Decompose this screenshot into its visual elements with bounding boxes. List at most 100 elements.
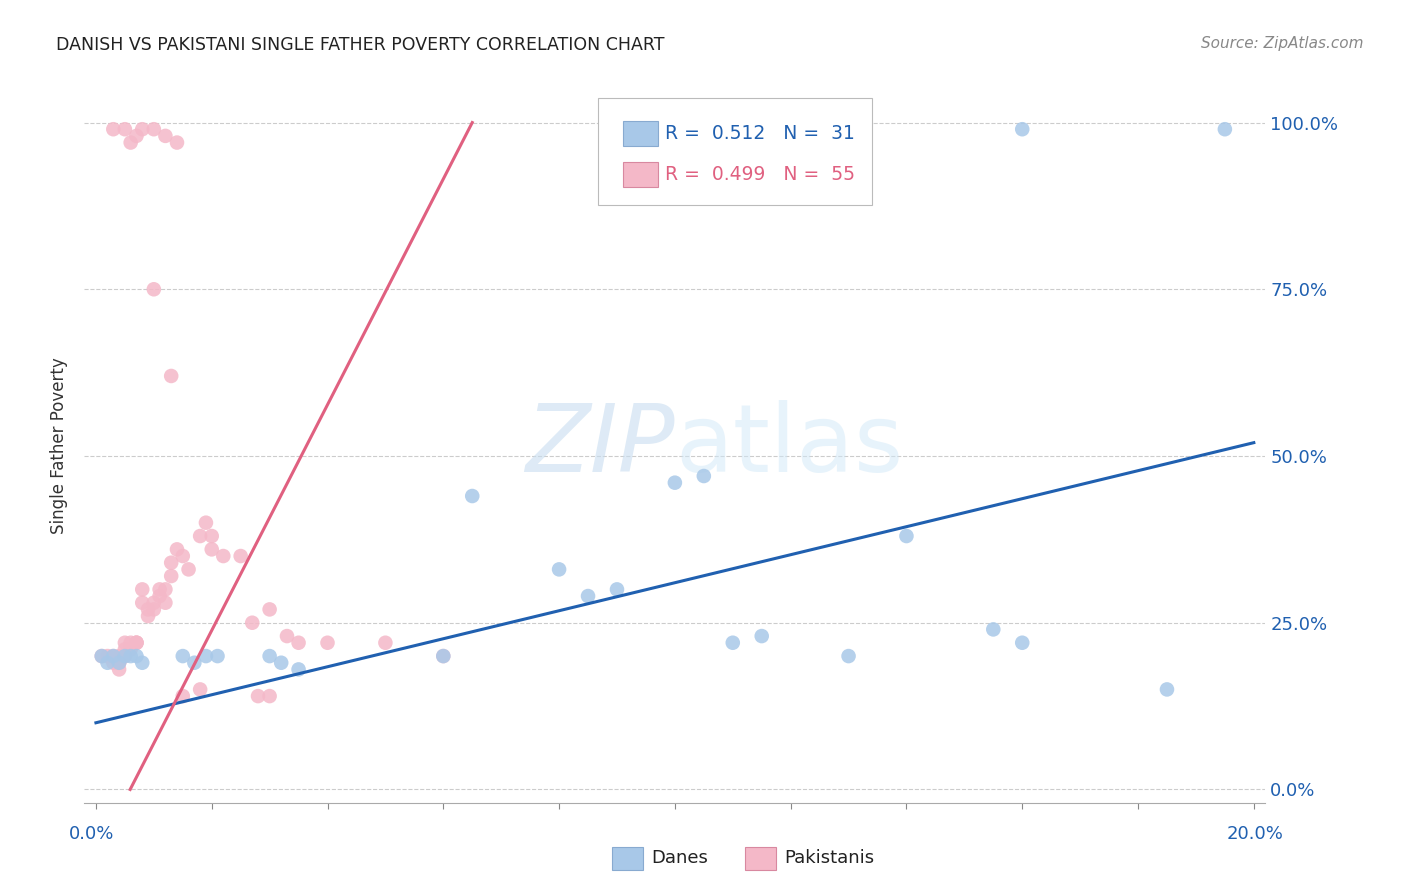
Point — [374, 636, 396, 650]
Point — [125, 636, 148, 650]
Point — [90, 649, 112, 664]
Point — [108, 656, 131, 670]
Point — [155, 128, 177, 143]
Point — [1213, 122, 1236, 136]
Text: Pakistanis: Pakistanis — [785, 849, 875, 867]
Point — [120, 642, 142, 657]
Point — [114, 636, 136, 650]
Point — [142, 596, 165, 610]
Point — [172, 649, 194, 664]
Point — [207, 649, 229, 664]
Point — [751, 629, 773, 643]
Point — [142, 282, 165, 296]
Point — [108, 662, 131, 676]
Text: Danes: Danes — [651, 849, 707, 867]
Point — [247, 689, 270, 703]
Point — [664, 475, 686, 490]
Point — [114, 122, 136, 136]
Point — [136, 602, 159, 616]
Point — [142, 602, 165, 616]
Point — [259, 602, 281, 616]
Point — [90, 649, 112, 664]
Point — [172, 689, 194, 703]
Point — [125, 649, 148, 664]
Point — [1011, 122, 1033, 136]
Point — [316, 636, 339, 650]
Point — [188, 682, 211, 697]
Point — [166, 136, 188, 150]
Point — [177, 562, 200, 576]
Text: 20.0%: 20.0% — [1227, 825, 1284, 843]
Point — [201, 542, 224, 557]
Text: DANISH VS PAKISTANI SINGLE FATHER POVERTY CORRELATION CHART: DANISH VS PAKISTANI SINGLE FATHER POVERT… — [56, 36, 665, 54]
Point — [103, 122, 125, 136]
Point — [120, 649, 142, 664]
Point — [183, 656, 205, 670]
Point — [160, 556, 183, 570]
Point — [155, 582, 177, 597]
Text: Source: ZipAtlas.com: Source: ZipAtlas.com — [1201, 36, 1364, 51]
Point — [160, 569, 183, 583]
Point — [120, 136, 142, 150]
Point — [981, 623, 1004, 637]
Point — [96, 656, 118, 670]
Point — [103, 649, 125, 664]
Point — [838, 649, 860, 664]
Point — [96, 649, 118, 664]
Point — [155, 596, 177, 610]
Point — [166, 542, 188, 557]
Point — [287, 662, 309, 676]
Point — [131, 596, 153, 610]
Point — [201, 529, 224, 543]
Y-axis label: Single Father Poverty: Single Father Poverty — [51, 358, 69, 534]
Point — [149, 582, 172, 597]
Point — [259, 649, 281, 664]
Point — [432, 649, 454, 664]
Point — [131, 122, 153, 136]
Point — [270, 656, 292, 670]
Point — [276, 629, 298, 643]
Point — [120, 636, 142, 650]
Text: R =  0.512   N =  31: R = 0.512 N = 31 — [665, 124, 855, 144]
Point — [114, 649, 136, 664]
Text: ZIP: ZIP — [526, 401, 675, 491]
Point — [103, 656, 125, 670]
Point — [114, 649, 136, 664]
Point — [149, 589, 172, 603]
Point — [142, 122, 165, 136]
Point — [114, 642, 136, 657]
Point — [125, 636, 148, 650]
Point — [721, 636, 744, 650]
Text: atlas: atlas — [675, 400, 903, 492]
Text: 0.0%: 0.0% — [69, 825, 114, 843]
Point — [287, 636, 309, 650]
Point — [548, 562, 571, 576]
Point — [693, 469, 716, 483]
Point — [131, 582, 153, 597]
Point — [136, 609, 159, 624]
Point — [131, 656, 153, 670]
Text: R =  0.499   N =  55: R = 0.499 N = 55 — [665, 165, 855, 185]
Point — [108, 649, 131, 664]
Point — [1011, 636, 1033, 650]
Point — [259, 689, 281, 703]
Point — [172, 549, 194, 563]
Point — [240, 615, 263, 630]
Point — [461, 489, 484, 503]
Point — [108, 656, 131, 670]
Point — [125, 128, 148, 143]
Point — [125, 636, 148, 650]
Point — [103, 649, 125, 664]
Point — [432, 649, 454, 664]
Point — [1156, 682, 1178, 697]
Point — [194, 516, 217, 530]
Point — [108, 656, 131, 670]
Point — [212, 549, 235, 563]
Point — [606, 582, 628, 597]
Point — [188, 529, 211, 543]
Point — [194, 649, 217, 664]
Point — [160, 368, 183, 383]
Point — [576, 589, 599, 603]
Point — [896, 529, 918, 543]
Point — [229, 549, 252, 563]
